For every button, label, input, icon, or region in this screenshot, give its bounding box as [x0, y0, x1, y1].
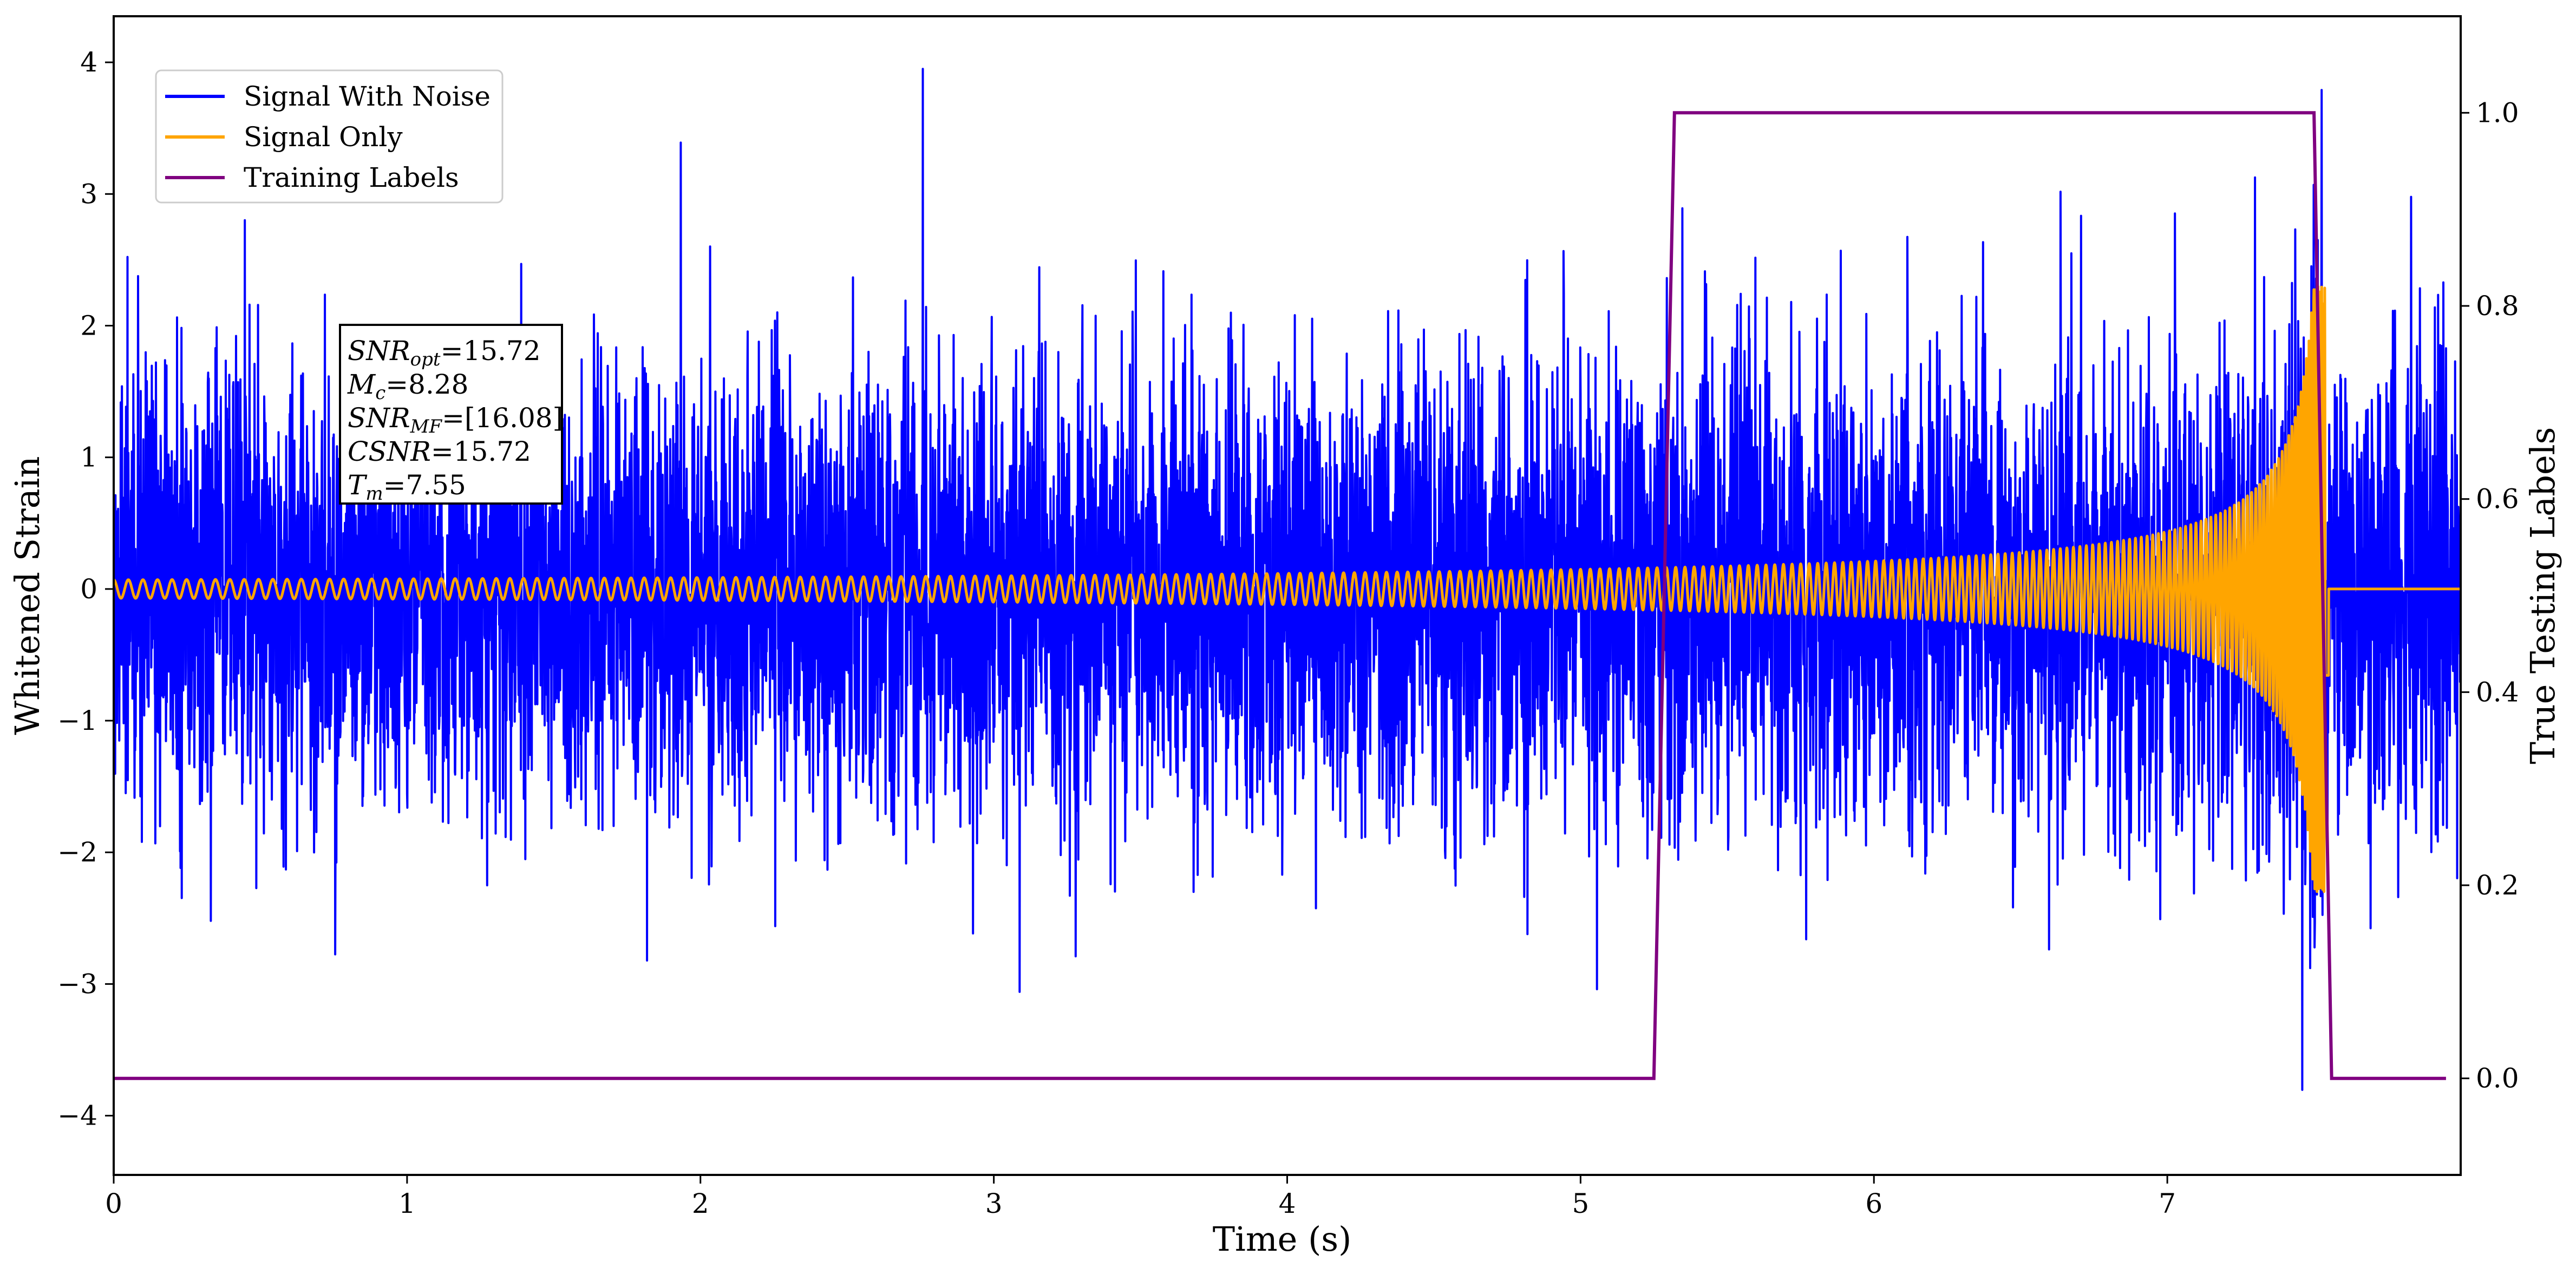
- x-tick-label: 2: [692, 1188, 709, 1219]
- x-axis-label: Time (s): [1213, 1219, 1352, 1259]
- legend-label-signal-only: Signal Only: [244, 121, 403, 153]
- legend-label-signal-with-noise: Signal With Noise: [244, 81, 491, 112]
- annotation-sub: c: [375, 382, 385, 404]
- annotation-var: SNR: [348, 335, 410, 367]
- annotation-value: =15.72: [441, 335, 541, 367]
- x-tick-label: 0: [105, 1188, 122, 1219]
- y-tick-label: −2: [57, 837, 97, 868]
- annotation-line-snr-opt: SNRopt=15.72: [348, 335, 541, 370]
- annotation-line-tm: Tm=7.55: [348, 469, 466, 505]
- y2-tick-label: 0.8: [2476, 290, 2519, 322]
- x-axis-ticks: 0 1 2 3 4 5 6 7: [105, 1175, 2176, 1219]
- y2-tick-label: 0.0: [2476, 1063, 2519, 1094]
- y2-axis-ticks: 0.0 0.2 0.4 0.6 0.8 1.0: [2461, 97, 2519, 1094]
- legend-entry-training-labels: Training Labels: [165, 162, 459, 193]
- annotation-value: =7.55: [383, 469, 466, 501]
- annotation-sub: MF: [410, 416, 443, 437]
- x-tick-label: 3: [985, 1188, 1003, 1219]
- legend-label-training-labels: Training Labels: [244, 162, 459, 193]
- legend-entry-signal-with-noise: Signal With Noise: [165, 81, 491, 112]
- x-tick-label: 4: [1279, 1188, 1296, 1219]
- y-tick-label: 1: [80, 442, 97, 473]
- annotation-sub: opt: [410, 349, 441, 370]
- x-tick-label: 6: [1865, 1188, 1882, 1219]
- y2-tick-label: 0.2: [2476, 870, 2519, 901]
- y-tick-label: −4: [57, 1100, 97, 1132]
- y2-tick-label: 0.4: [2476, 676, 2519, 708]
- y-tick-label: 4: [80, 47, 97, 78]
- annotation-line-csnr: CSNR=15.72: [348, 436, 531, 467]
- annotation-var: M: [347, 369, 376, 400]
- y-tick-label: −3: [57, 968, 97, 999]
- y2-axis-label: True Testing Labels: [2523, 427, 2562, 765]
- y2-tick-label: 0.6: [2476, 484, 2519, 515]
- y2-tick-label: 1.0: [2476, 97, 2519, 128]
- annotation-value: =15.72: [431, 436, 531, 467]
- annotation-box: SNRopt=15.72 Mc=8.28 SNRMF=[16.08] CSNR=…: [339, 324, 563, 505]
- legend-box: [155, 69, 504, 204]
- y-axis-label: Whitened Strain: [8, 456, 47, 735]
- y-tick-label: 3: [80, 178, 97, 210]
- annotation-var: T: [348, 469, 368, 501]
- series-line-training-labels: [114, 111, 2446, 1080]
- annotation-var: CSNR: [348, 436, 431, 467]
- annotation-frame: [339, 324, 563, 505]
- legend-entry-signal-only: Signal Only: [165, 121, 403, 153]
- y-tick-label: 2: [80, 310, 97, 341]
- annotation-line-mc: Mc=8.28: [347, 369, 468, 404]
- y-tick-label: 0: [80, 573, 97, 605]
- x-tick-label: 1: [398, 1188, 416, 1219]
- series-line-signal-only: [114, 285, 2461, 893]
- x-tick-label: 7: [2159, 1188, 2176, 1219]
- x-tick-label: 5: [1572, 1188, 1589, 1219]
- annotation-value: =[16.08]: [442, 402, 563, 434]
- legend: Signal With Noise Signal Only Training L…: [155, 69, 504, 204]
- y-tick-label: −1: [57, 705, 97, 736]
- annotation-line-snr-mf: SNRMF=[16.08]: [348, 402, 563, 437]
- y-axis-ticks: −4 −3 −2 −1 0 1 2 3 4: [57, 47, 114, 1132]
- annotation-value: =8.28: [385, 369, 468, 400]
- annotation-sub: m: [365, 483, 383, 505]
- annotation-var: SNR: [348, 402, 410, 434]
